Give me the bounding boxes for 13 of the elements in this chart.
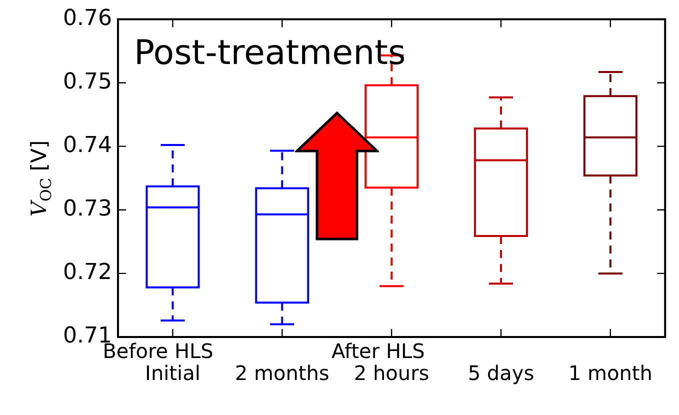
y-tick-label: 0.76: [63, 6, 112, 31]
y-axis-title: VOC [V]: [27, 140, 55, 217]
y-tick-label: 0.73: [63, 196, 112, 222]
y-tick-label: 0.72: [63, 260, 112, 286]
text: After HLS: [332, 339, 425, 364]
y-tick-label: 0.74: [63, 133, 112, 158]
x-tick-label: 2 hours: [354, 361, 430, 386]
x-tick-label: Initial: [145, 361, 200, 386]
x-tick-label: 1 month: [568, 361, 652, 386]
x-tick-label: 2 months: [234, 361, 330, 386]
chart-title: Post-treatments: [134, 33, 406, 74]
x-tick-label: 5 days: [468, 361, 534, 386]
y-tick-label: 0.75: [63, 69, 112, 94]
